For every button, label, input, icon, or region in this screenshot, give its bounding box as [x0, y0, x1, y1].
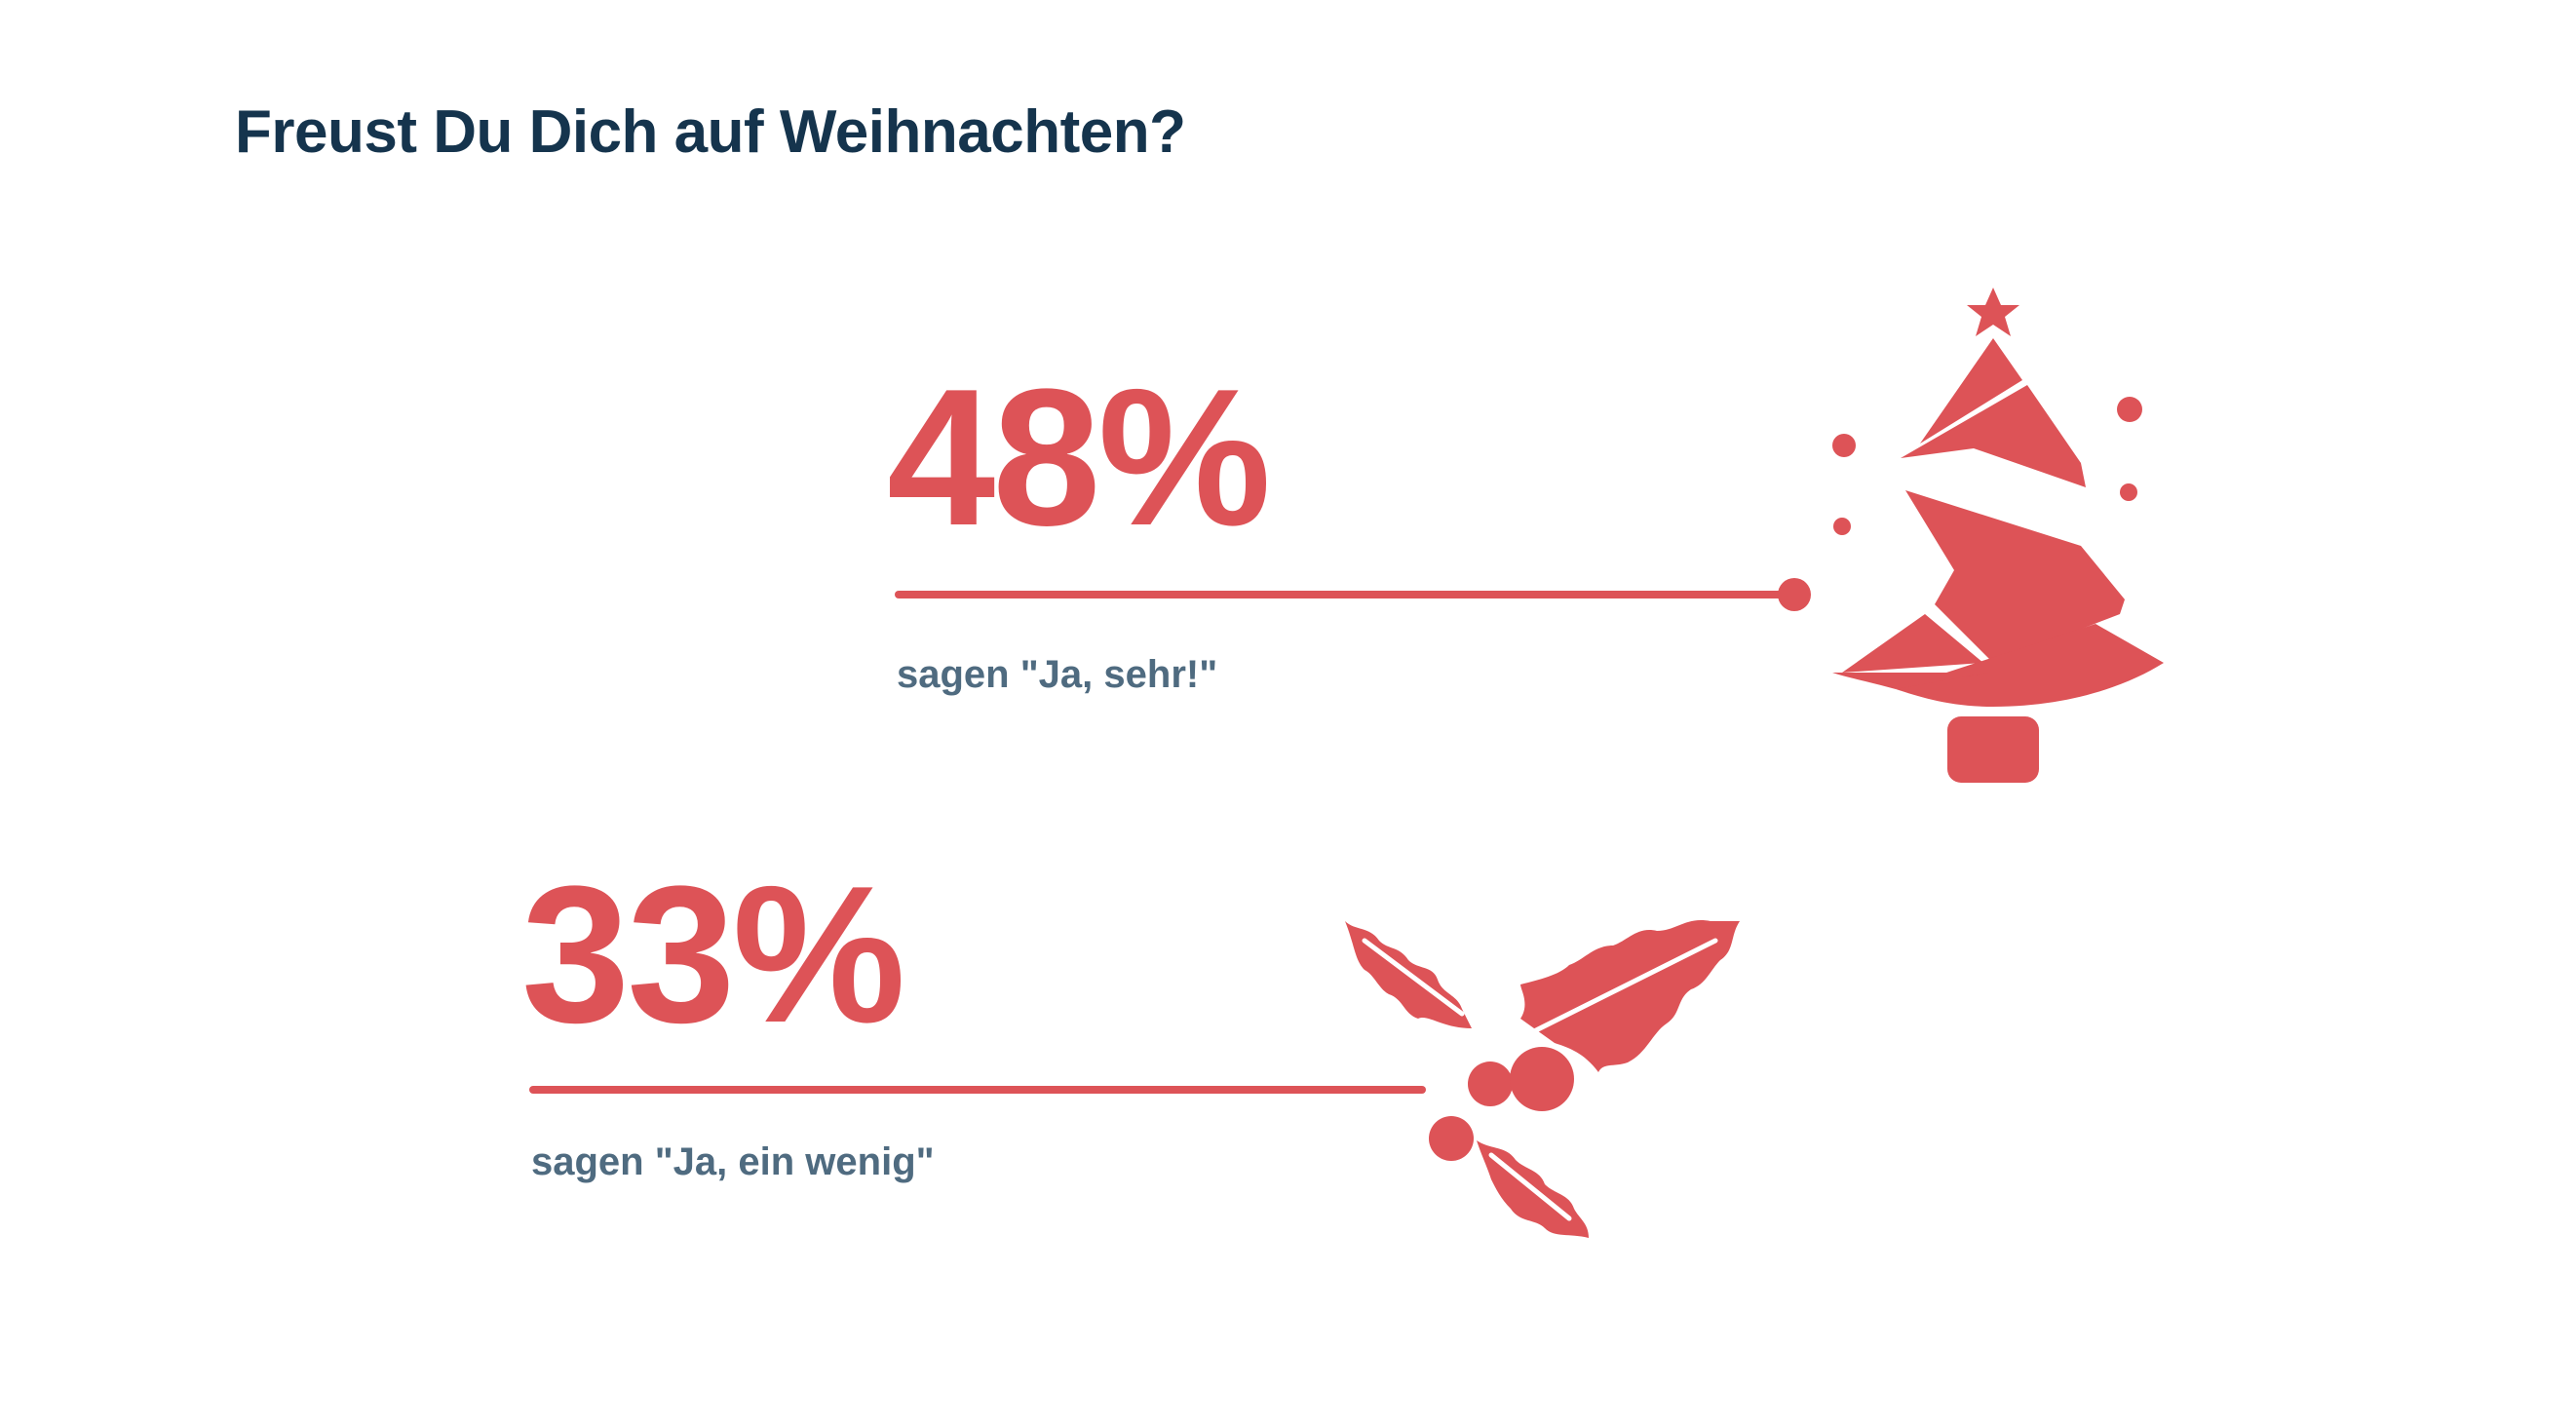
stat-line-2 [529, 1086, 1426, 1094]
stat-line-end-1 [1778, 578, 1811, 611]
holly-icon [1345, 919, 1740, 1238]
stat-caption-1: sagen "Ja, sehr!" [897, 653, 1218, 696]
stat-value-1: 48% [887, 349, 1271, 566]
chart-title: Freust Du Dich auf Weihnachten? [235, 98, 1186, 166]
christmas-tree-icon [1832, 288, 2164, 783]
stat-caption-2: sagen "Ja, ein wenig" [531, 1140, 935, 1183]
stat-line-1 [895, 591, 1791, 598]
stat-value-2: 33% [521, 846, 905, 1063]
